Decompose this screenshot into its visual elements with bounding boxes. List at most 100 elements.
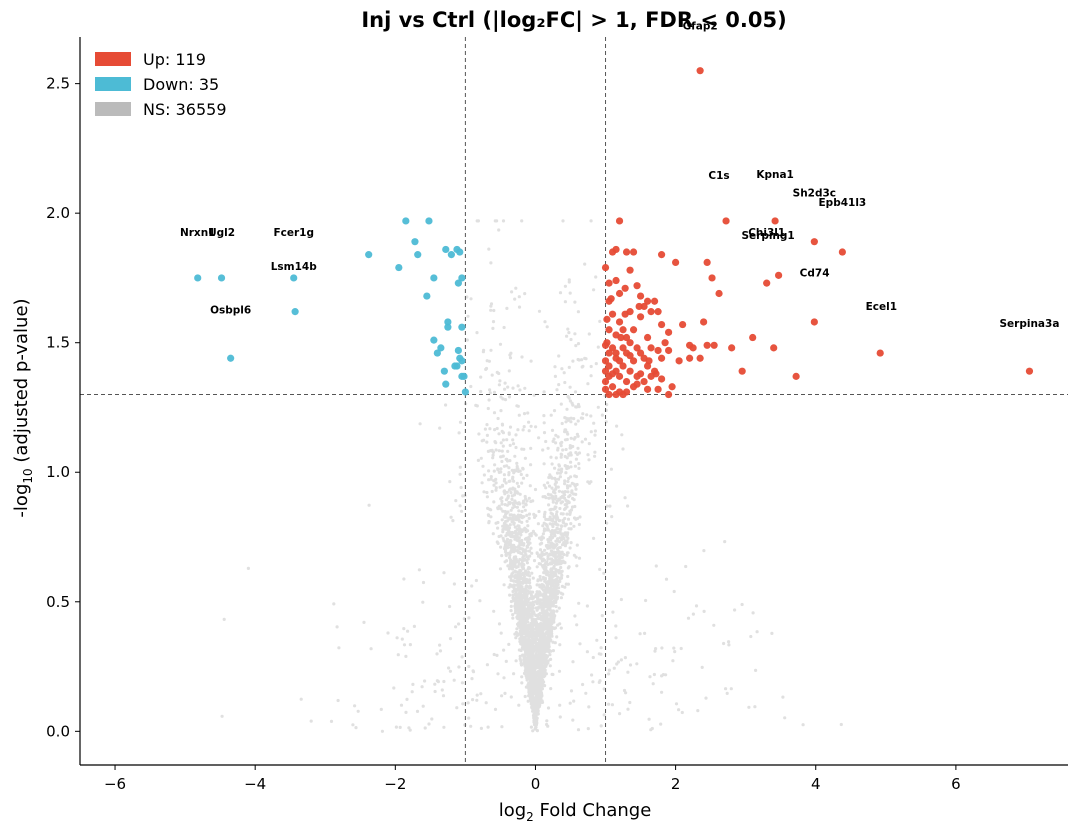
down-point-27 xyxy=(227,354,235,362)
x-tick-label: 2 xyxy=(671,775,681,793)
up-point-58 xyxy=(770,344,778,352)
y-tick-label: 0.0 xyxy=(46,722,70,740)
down-point-24 xyxy=(433,349,441,357)
up-point-35 xyxy=(657,320,666,329)
up-point-18 xyxy=(633,282,641,290)
legend-swatch xyxy=(95,52,131,66)
up-point-54 xyxy=(619,344,627,352)
up-point-85 xyxy=(615,372,624,380)
down-point-6 xyxy=(447,251,455,259)
up-point-2 xyxy=(722,217,730,225)
down-point-33 xyxy=(461,388,469,396)
up-point-102 xyxy=(664,390,673,399)
x-axis-label-main: log xyxy=(499,800,526,821)
up-point-64 xyxy=(664,346,673,355)
up-point-25 xyxy=(650,297,659,305)
up-point-56 xyxy=(647,344,655,352)
up-point-79 xyxy=(626,367,634,375)
up-point-104 xyxy=(633,380,641,388)
up-point-91 xyxy=(657,375,666,383)
up-point-5 xyxy=(838,248,846,256)
up-point-16 xyxy=(605,279,613,287)
down-point-3 xyxy=(442,245,450,254)
up-point-34 xyxy=(615,318,624,326)
up-point-31 xyxy=(608,310,617,318)
up-point-7 xyxy=(612,245,620,254)
gene-label-kpna1: Kpna1 xyxy=(756,169,794,181)
x-tick-label: 0 xyxy=(531,775,541,793)
chart-title: Inj vs Ctrl (|log₂FC| > 1, FDR < 0.05) xyxy=(361,8,786,33)
up-point-53 xyxy=(608,344,617,352)
up-point-92 xyxy=(792,372,800,380)
up-point-39 xyxy=(605,326,613,334)
gene-label-cd74: Cd74 xyxy=(800,267,830,279)
up-point-93 xyxy=(608,383,617,391)
up-point-8 xyxy=(622,248,631,256)
up-point-3 xyxy=(771,217,779,225)
up-point-108 xyxy=(626,308,634,316)
up-point-88 xyxy=(601,377,610,386)
up-point-50 xyxy=(703,341,711,349)
down-point-5 xyxy=(456,248,464,256)
up-point-21 xyxy=(615,289,624,298)
up-point-105 xyxy=(601,385,610,393)
up-point-75 xyxy=(619,362,627,370)
up-point-41 xyxy=(629,326,638,334)
up-point-32 xyxy=(603,315,611,323)
legend-swatch xyxy=(95,102,131,116)
axes xyxy=(79,37,1068,766)
down-point-23 xyxy=(454,346,462,355)
up-point-36 xyxy=(679,320,687,329)
up-point-111 xyxy=(657,354,666,362)
up-point-52 xyxy=(749,333,757,342)
up-point-0 xyxy=(696,67,704,75)
up-point-10 xyxy=(657,251,666,259)
up-point-17 xyxy=(612,276,620,285)
up-point-65 xyxy=(876,349,884,357)
up-point-29 xyxy=(647,308,655,316)
up-point-43 xyxy=(664,328,673,336)
down-point-20 xyxy=(458,323,466,331)
down-point-21 xyxy=(430,336,438,344)
up-point-70 xyxy=(615,357,624,365)
gene-label-sh2d3c: Sh2d3c xyxy=(793,188,836,200)
up-point-83 xyxy=(1025,367,1034,375)
gene-label-c1s: C1s xyxy=(708,170,729,182)
up-point-72 xyxy=(675,357,683,365)
gene-label-lsm14b: Lsm14b xyxy=(271,261,317,273)
up-point-51 xyxy=(710,341,718,349)
ns-points-layer xyxy=(220,219,843,733)
up-point-112 xyxy=(696,354,704,362)
up-point-38 xyxy=(810,318,818,326)
down-point-18 xyxy=(444,318,452,326)
up-point-59 xyxy=(689,344,697,352)
x-tick-label: −2 xyxy=(384,775,406,793)
gene-label-serpina3a: Serpina3a xyxy=(999,318,1059,330)
up-point-14 xyxy=(626,266,634,274)
up-point-60 xyxy=(605,349,613,357)
up-point-106 xyxy=(608,370,617,378)
up-point-55 xyxy=(633,344,641,352)
up-point-45 xyxy=(643,333,652,342)
up-point-69 xyxy=(601,357,610,365)
up-point-19 xyxy=(763,279,771,287)
y-axis-label: -log10 (adjusted p-value) xyxy=(11,298,35,517)
down-point-7 xyxy=(414,251,422,259)
up-point-110 xyxy=(645,357,653,365)
up-point-99 xyxy=(654,385,662,393)
up-point-90 xyxy=(640,377,648,386)
x-tick-label: −4 xyxy=(244,775,266,793)
y-axis-label-sub: 10 xyxy=(21,468,35,483)
x-axis-label-rest: Fold Change xyxy=(534,800,652,821)
gene-label-chi3l1: Chi3l1 xyxy=(748,227,785,239)
down-point-31 xyxy=(460,372,468,380)
significant-points-layer xyxy=(194,67,1034,399)
up-point-89 xyxy=(622,377,631,386)
up-point-95 xyxy=(668,383,676,391)
up-point-26 xyxy=(715,289,723,298)
down-point-15 xyxy=(194,274,202,282)
down-point-26 xyxy=(458,357,466,365)
up-point-86 xyxy=(633,372,641,380)
down-point-19 xyxy=(444,323,452,331)
up-point-33 xyxy=(636,313,645,321)
